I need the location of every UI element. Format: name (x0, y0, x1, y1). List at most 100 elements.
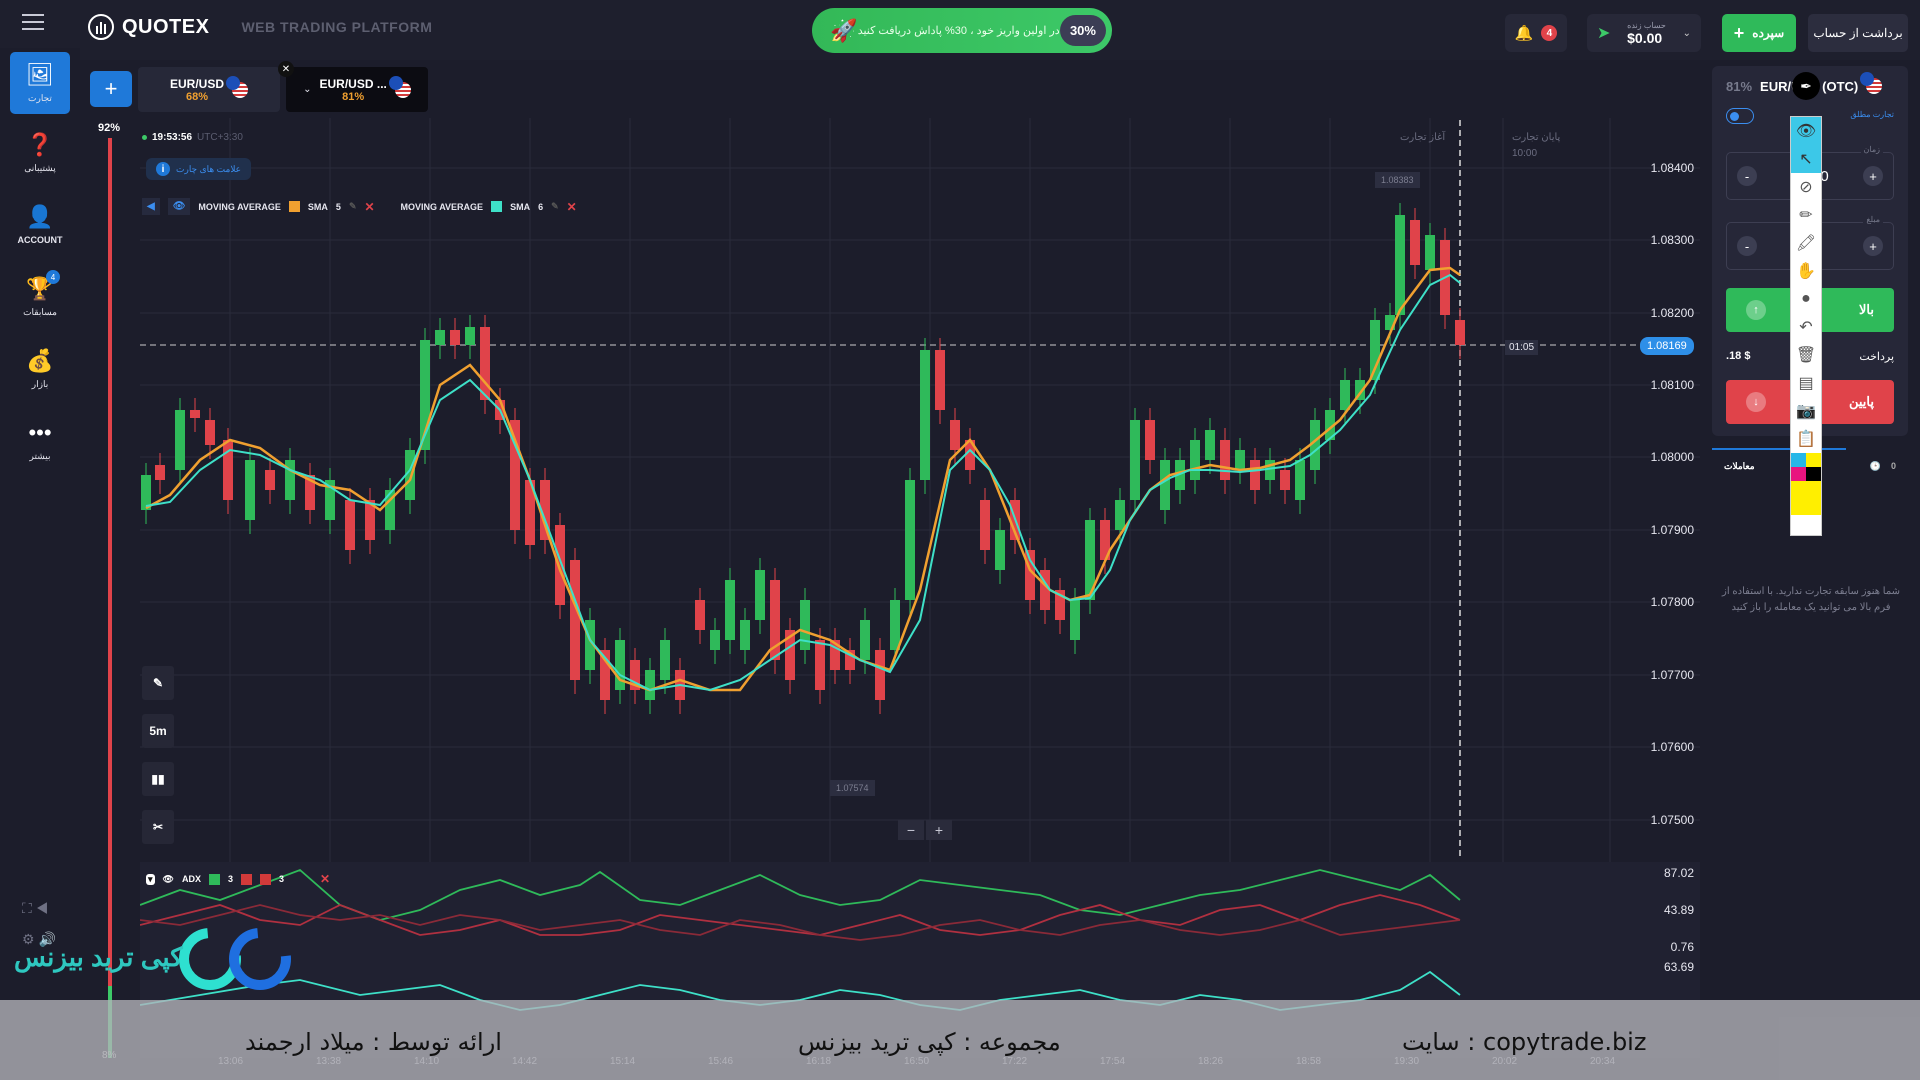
sub-tick: 63.69 (1663, 960, 1694, 974)
clipboard-icon[interactable]: 📋 (1796, 431, 1816, 448)
countdown-tag: 01:05 (1505, 340, 1539, 355)
indicator-color-swatch[interactable] (288, 201, 300, 212)
drawing-tool-button[interactable]: ✎ (142, 666, 174, 700)
chart-tools: ✎ 5m ▮▮ ✂ (142, 666, 174, 844)
eye-icon[interactable]: 👁 (167, 198, 191, 215)
account-selector[interactable]: ➤ حساب زنده $0.00 ⌄ (1587, 14, 1701, 52)
fixed-time-toggle[interactable] (1726, 108, 1754, 124)
settings-icon[interactable]: ⚙ 🔊 (22, 931, 56, 947)
tab-trades[interactable]: معاملات (1724, 460, 1755, 471)
sentiment-bar (108, 138, 112, 1058)
undo-icon[interactable]: ↶ (1799, 319, 1813, 336)
eu-us-flag-icon (388, 75, 411, 98)
edit-icon[interactable]: ✎ (348, 201, 357, 211)
price-tick: 1.07700 (1650, 668, 1694, 682)
trash-icon[interactable]: 🗑 (1795, 347, 1817, 364)
trade-end-time: 10:00 (1512, 148, 1538, 159)
sidebar-item-market[interactable]: 💰 بازار (10, 348, 70, 390)
dot-icon[interactable]: ● (1801, 290, 1811, 307)
cursor-icon[interactable]: ↖ (1791, 145, 1821, 173)
close-tab-icon[interactable]: ✕ (278, 61, 294, 77)
panel-asset-header[interactable]: 81% EUR/USD (OTC) (1726, 72, 1883, 94)
disabled-pen-icon[interactable]: ⊘ (1799, 179, 1813, 196)
marker-icon[interactable]: 🖍 (1795, 235, 1817, 252)
eu-us-flag-icon (1860, 72, 1883, 94)
empty-trades-message: شما هنوز سابقه تجارت ندارید. با استفاده … (1722, 586, 1900, 613)
top-bar: QUOTEX WEB TRADING PLATFORM 🚀 در اولین و… (0, 0, 1920, 60)
withdraw-button[interactable]: برداشت از حساب (1808, 14, 1908, 52)
notifications-button[interactable]: 🔔 4 (1505, 14, 1567, 52)
high-price-tag: 1.08383 (1375, 172, 1420, 188)
indicators-button[interactable]: ✂ (142, 810, 174, 844)
pen-tool-icon[interactable]: ✒ (1792, 72, 1820, 100)
eye-icon[interactable]: 👁 (162, 873, 174, 884)
highlighter-icon[interactable]: ✏ (1799, 207, 1813, 224)
pencil-icon: ✎ (152, 676, 164, 690)
clock-icon[interactable]: 🕒 (1869, 460, 1881, 471)
account-type: حساب زنده (1627, 20, 1666, 30)
price-tick: 1.07600 (1650, 740, 1694, 754)
arrow-down-icon: ↓ (1746, 392, 1766, 412)
zoom-in-button[interactable]: + (926, 820, 952, 840)
edit-icon[interactable]: ✎ (551, 201, 559, 211)
fullscreen-icon[interactable]: ⛶ ◀ (22, 900, 49, 916)
payout-label: پرداخت (1859, 351, 1894, 363)
sidebar-item-support[interactable]: ❓ پشتیبانی (10, 132, 70, 174)
collapse-icon[interactable]: ▾ (146, 873, 155, 885)
sidebar-item-tournaments[interactable]: 4 🏆 مسابقات (10, 270, 70, 318)
indicator-type: SMA (510, 201, 531, 212)
sidebar-item-more[interactable]: ••• بیشتر (10, 420, 70, 462)
promo-banner[interactable]: 🚀 در اولین واریز خود ، 30% پاداش دریافت … (812, 8, 1112, 53)
price-tick: 1.08100 (1650, 378, 1694, 392)
indicator-period: 5 (335, 201, 341, 212)
chart-type-button[interactable]: ▮▮ (142, 762, 174, 796)
sidebar-item-label: بیشتر (29, 451, 51, 461)
camera-icon[interactable]: 📷 (1796, 403, 1816, 420)
remove-indicator-icon[interactable]: ✕ (320, 872, 331, 886)
selected-color-swatch[interactable] (1791, 481, 1821, 515)
video-caption-overlay: ارائه توسط : میلاد ارجمند مجموعه : کپی ت… (0, 1000, 1920, 1080)
watermark-brand: کپی ترید بیزنس (14, 942, 183, 972)
indicator-color-swatch[interactable] (491, 201, 503, 212)
remove-indicator-icon[interactable]: ✕ (566, 199, 577, 214)
timeframe-button[interactable]: 5m (142, 714, 174, 748)
add-tab-button[interactable]: + (90, 71, 132, 107)
adx-color-swatch[interactable] (241, 873, 252, 885)
zoom-out-button[interactable]: − (898, 820, 924, 840)
time-increase-button[interactable]: + (1862, 166, 1883, 186)
board-icon[interactable]: ▤ (1798, 375, 1814, 392)
price-tick: 1.07900 (1650, 523, 1694, 537)
notification-badge: 4 (1541, 25, 1558, 41)
more-icon: ••• (28, 420, 52, 445)
time-field-label: زمان (1860, 145, 1883, 154)
time-decrease-button[interactable]: - (1737, 166, 1757, 186)
tab-eurusd[interactable]: EUR/USD 68% (138, 67, 280, 112)
price-chart[interactable] (140, 118, 1700, 1058)
color-palette[interactable] (1791, 453, 1821, 481)
menu-icon[interactable] (22, 14, 44, 32)
account-balance: $0.00 (1627, 29, 1663, 46)
eye-icon[interactable]: 👁 (1791, 117, 1821, 145)
sidebar-item-trade[interactable]: 🖼 تجارت (10, 52, 70, 114)
sidebar-item-account[interactable]: 👤 ACCOUNT (10, 204, 70, 245)
asset-tabs: + EUR/USD 68% ✕ ⌄ EUR/USD ... 81% (90, 61, 428, 112)
adx-value: 3 (279, 874, 285, 884)
chart-signals-button[interactable]: i علامت های چارت (146, 158, 252, 180)
deposit-button[interactable]: + سپرده (1722, 14, 1796, 52)
tab-eurusd-otc[interactable]: ✕ ⌄ EUR/USD ... 81% (278, 61, 428, 112)
amount-increase-button[interactable]: + (1862, 236, 1883, 256)
brand-name: QUOTEX (122, 15, 210, 38)
amount-decrease-button[interactable]: - (1737, 236, 1757, 256)
collapse-arrow-icon[interactable]: ◀ (142, 198, 160, 215)
indicator-bar: ◀ 👁 MOVING AVERAGE SMA 5 ✎ ✕ MOVING AVER… (142, 198, 577, 215)
plus-icon: + (1733, 22, 1745, 43)
adx-color-swatch[interactable] (208, 873, 220, 885)
adx-color-swatch[interactable] (260, 873, 271, 885)
remove-indicator-icon[interactable]: ✕ (364, 199, 375, 214)
tab-percent: 81% (342, 90, 365, 103)
bell-icon: 🔔 (1514, 25, 1534, 42)
candles-icon: ▮▮ (151, 772, 165, 786)
sidebar-item-label: پشتیبانی (24, 163, 56, 173)
trade-end-label: پایان تجارت (1512, 132, 1561, 143)
indicator-name: MOVING AVERAGE (400, 201, 484, 212)
